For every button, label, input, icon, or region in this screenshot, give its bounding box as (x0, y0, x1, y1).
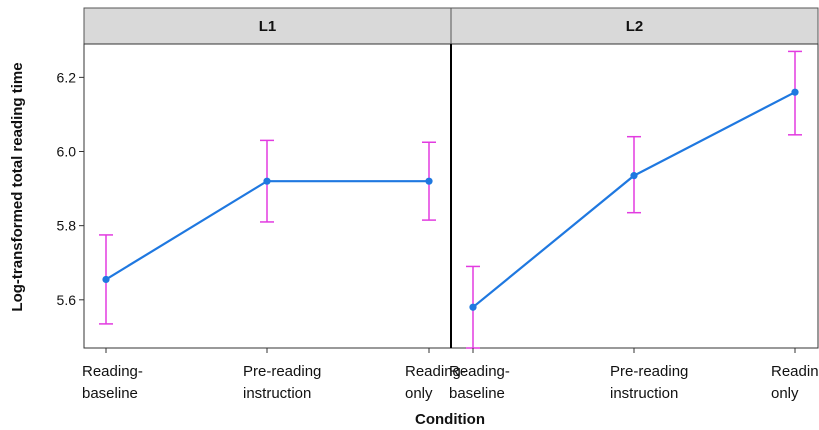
facet-panels (83, 43, 819, 349)
data-point (425, 177, 433, 185)
y-tick-label: 5.6 (57, 292, 77, 308)
y-axis: 5.6 5.8 6.0 6.2 (57, 69, 84, 308)
data-point (102, 275, 110, 284)
facet-strip-l1 (83, 7, 452, 45)
facet-strip-l2 (450, 7, 819, 45)
data-point (630, 172, 638, 180)
facet-strips: L1 L2 (83, 7, 819, 45)
x-tick-label: Pre-reading instruction (610, 363, 688, 402)
x-tick-label: Reading-baseline (82, 363, 143, 402)
y-tick-label: 6.2 (57, 69, 77, 85)
x-tick-label: Reading-baseline (449, 363, 510, 402)
x-axis: Reading-baseline Pre-reading instruction Re… (82, 348, 819, 402)
x-tick-label: Pre-reading instruction (243, 363, 321, 402)
y-axis-title: Log-transformed total reading time (9, 62, 26, 311)
y-tick-label: 5.8 (57, 218, 77, 234)
data-point (791, 88, 799, 96)
data-point (263, 177, 271, 185)
facet-label: L1 (259, 18, 277, 35)
x-axis-title: Condition (415, 411, 485, 428)
y-tick-label: 6.0 (57, 144, 77, 160)
x-tick-label: Reading-only (771, 363, 819, 402)
x-tick-label: Reading-only (405, 363, 466, 402)
data-point (469, 303, 477, 311)
facet-label: L2 (626, 18, 644, 35)
